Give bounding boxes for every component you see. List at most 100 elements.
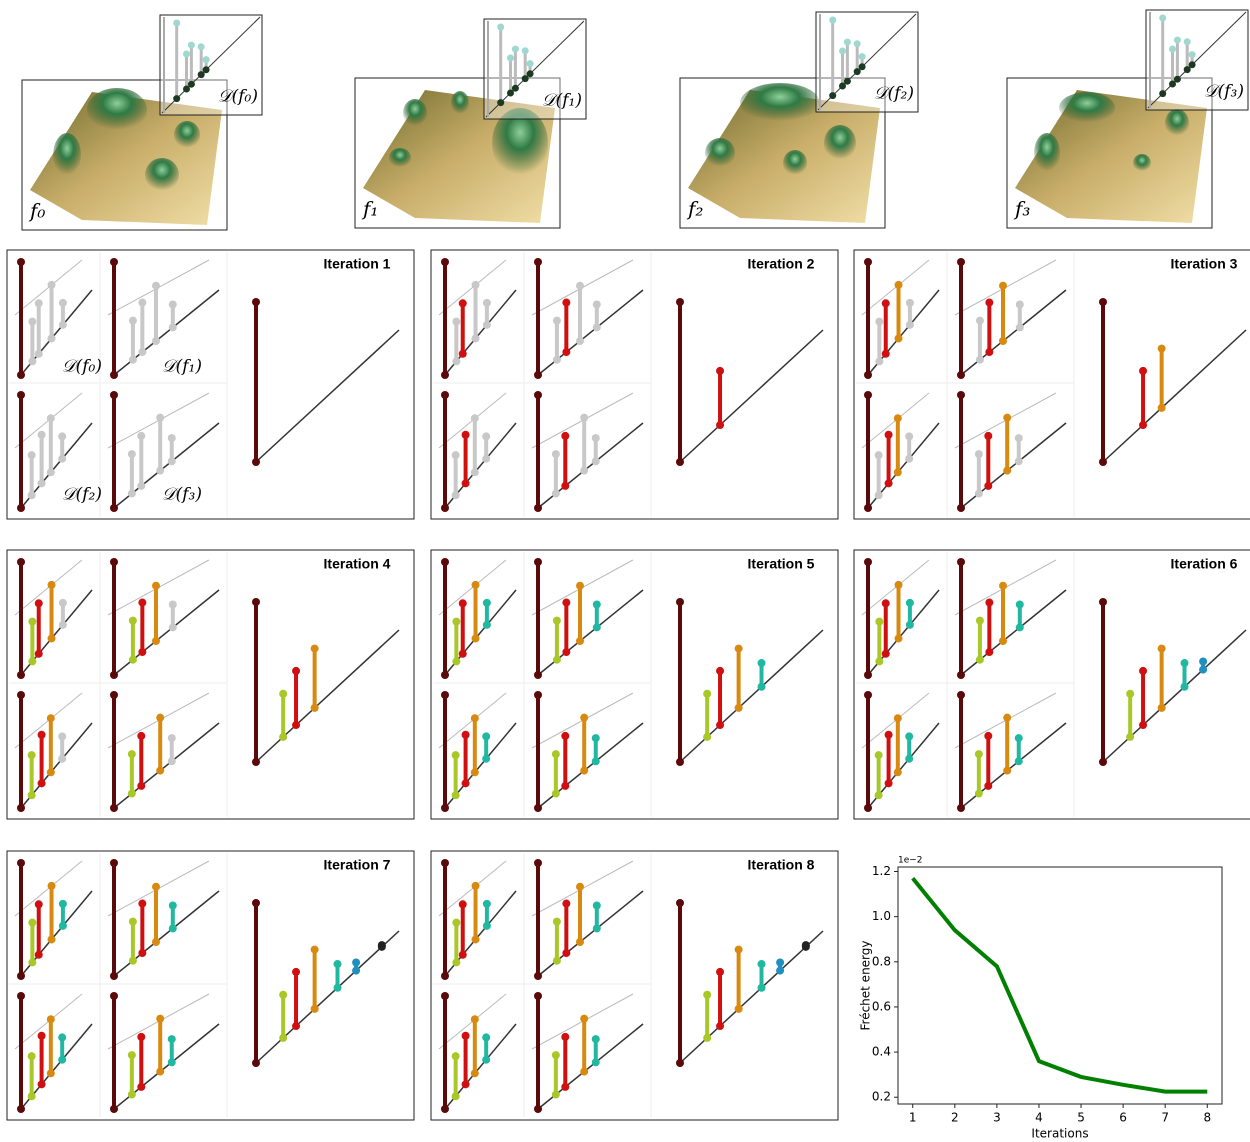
point — [551, 789, 560, 798]
point — [110, 859, 118, 867]
point — [534, 972, 542, 980]
point — [252, 1059, 260, 1067]
point — [471, 881, 480, 890]
point — [552, 355, 561, 364]
y-tick-label: 0.2 — [872, 1090, 891, 1104]
iteration-title: Iteration 7 — [324, 857, 391, 873]
point — [561, 1082, 570, 1091]
diagram-point — [507, 54, 514, 62]
point — [1015, 600, 1024, 609]
point — [168, 901, 177, 910]
point — [138, 899, 147, 908]
point — [137, 1082, 146, 1091]
point — [47, 580, 56, 589]
terrain-frame — [679, 77, 886, 229]
point — [552, 917, 561, 926]
point — [152, 337, 160, 345]
point — [985, 598, 994, 607]
y-axis-label: Fréchet energy — [859, 941, 873, 1031]
diagram-point — [202, 66, 210, 74]
diagram-point — [1188, 61, 1196, 69]
terrain-peak — [1034, 133, 1060, 173]
point — [441, 691, 449, 699]
point — [716, 1022, 725, 1031]
point — [905, 298, 914, 307]
point — [984, 431, 993, 440]
point — [1099, 758, 1107, 766]
point — [128, 917, 137, 926]
point — [441, 671, 449, 679]
diagram-point — [511, 84, 519, 92]
diagram-point — [843, 38, 851, 46]
point — [441, 859, 449, 867]
point — [292, 721, 301, 730]
point — [333, 960, 342, 969]
point — [252, 598, 260, 606]
point — [37, 430, 46, 439]
point — [470, 768, 479, 777]
point — [1014, 734, 1023, 743]
point — [34, 299, 43, 308]
point — [17, 558, 25, 566]
point — [28, 918, 37, 927]
terrain-peak — [53, 133, 81, 177]
point — [482, 298, 491, 307]
point — [1003, 466, 1012, 475]
point — [974, 489, 983, 498]
point — [441, 371, 449, 379]
point — [17, 258, 25, 266]
point — [576, 637, 584, 645]
point — [757, 682, 766, 691]
point — [292, 967, 301, 976]
point — [333, 983, 342, 992]
point — [279, 1033, 288, 1042]
point — [127, 1051, 136, 1060]
point — [310, 703, 319, 712]
point — [58, 598, 67, 607]
point — [279, 990, 288, 999]
point — [561, 731, 570, 740]
point — [58, 1055, 67, 1064]
point — [128, 355, 137, 364]
point — [137, 481, 146, 490]
point — [167, 757, 176, 766]
diagonal — [1102, 329, 1247, 463]
panel-frame — [6, 549, 415, 820]
point — [562, 598, 571, 607]
point — [168, 300, 177, 309]
point — [893, 468, 902, 477]
point — [562, 949, 571, 958]
point — [58, 320, 67, 329]
point — [17, 859, 25, 867]
point — [168, 600, 177, 609]
point — [592, 600, 601, 609]
point — [279, 689, 288, 698]
point — [138, 598, 147, 607]
diagram-point — [497, 23, 505, 31]
point — [734, 644, 743, 653]
point — [452, 657, 461, 666]
point — [28, 317, 37, 326]
point — [905, 454, 914, 463]
point — [576, 882, 584, 891]
point — [46, 714, 55, 723]
diagram-label: 𝒟(f₁) — [542, 91, 582, 111]
point — [37, 479, 46, 488]
x-tick-label: 5 — [1077, 1111, 1085, 1125]
point — [580, 713, 589, 722]
point — [1139, 666, 1148, 675]
terrain-surface — [1015, 90, 1207, 223]
point — [352, 966, 361, 975]
point — [757, 659, 766, 668]
point — [676, 598, 684, 606]
diagram-point — [843, 77, 851, 85]
point — [534, 859, 542, 867]
diagram-point — [187, 80, 195, 88]
point — [28, 617, 37, 626]
point — [482, 598, 491, 607]
point — [458, 900, 467, 909]
point — [975, 316, 984, 325]
point — [734, 945, 743, 954]
point — [110, 671, 118, 679]
point — [441, 558, 449, 566]
